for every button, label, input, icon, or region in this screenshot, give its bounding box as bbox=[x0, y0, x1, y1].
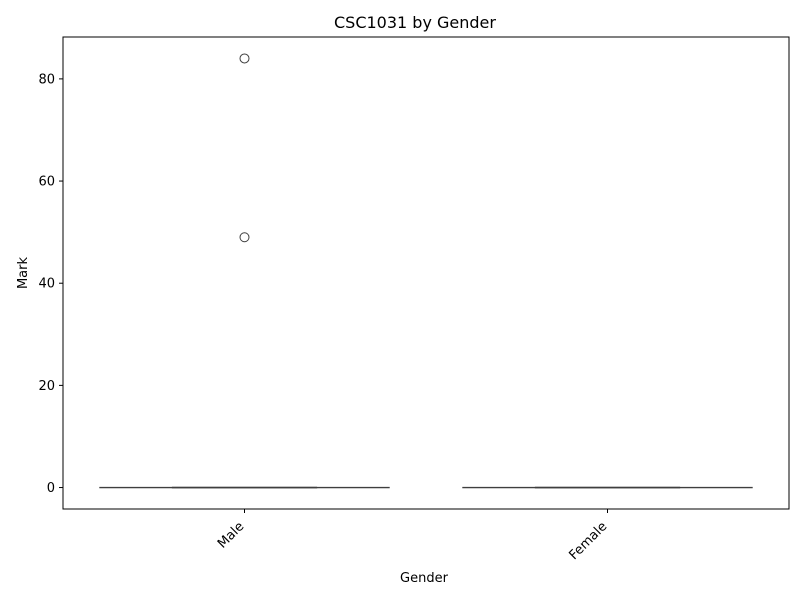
box-layer bbox=[99, 53, 753, 489]
plot-frame bbox=[62, 36, 790, 510]
y-tick-label: 40 bbox=[38, 277, 55, 292]
outlier-point bbox=[239, 53, 250, 64]
y-tick-label: 20 bbox=[38, 379, 55, 394]
box-male bbox=[99, 53, 390, 489]
chart-title: CSC1031 by Gender bbox=[334, 13, 496, 32]
y-axis-ticks: 0 20 40 60 80 bbox=[38, 72, 63, 496]
y-tick-label: 60 bbox=[38, 175, 55, 190]
y-tick-label: 0 bbox=[47, 481, 55, 496]
x-axis-label: Gender bbox=[400, 571, 449, 586]
y-tick-label: 80 bbox=[38, 72, 55, 87]
x-tick-label: Male bbox=[215, 519, 247, 551]
x-tick-label: Female bbox=[566, 519, 610, 563]
plot-area: 0 20 40 60 80 Male Female bbox=[38, 36, 790, 563]
outlier-point bbox=[239, 232, 250, 243]
x-axis-ticks: Male Female bbox=[215, 509, 610, 563]
y-axis-label: Mark bbox=[16, 257, 31, 290]
